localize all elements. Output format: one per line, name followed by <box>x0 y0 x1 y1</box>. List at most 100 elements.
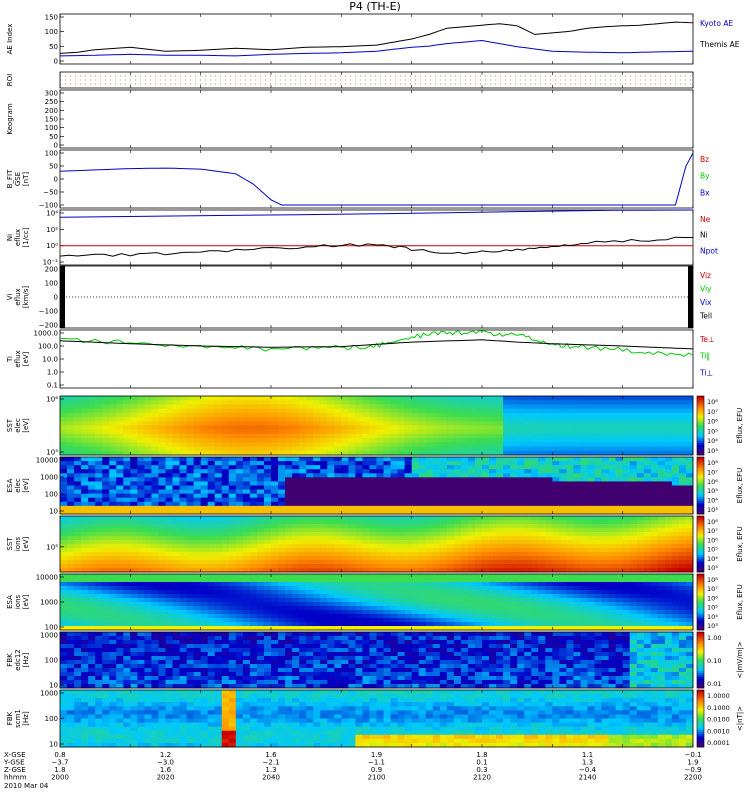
series-line-ti-te <box>59 339 694 350</box>
colorbar-tick-label: 10⁷ <box>707 468 718 476</box>
y-tick-label: 300 <box>45 90 58 98</box>
legend-entry: Kyoto AE <box>700 19 733 28</box>
colorbar-tick-label: 0.01 <box>707 680 721 688</box>
x-tick-label: 0.8 <box>54 751 65 759</box>
colorbar-fbk1 <box>696 631 705 689</box>
y-tick-label: 10⁻² <box>43 259 59 267</box>
colorbar-tick-label: 10⁸ <box>707 576 718 584</box>
colorbar-tick-label: 10³ <box>707 622 718 630</box>
panel-frame-ti <box>59 329 694 389</box>
x-tick-label: 1.6 <box>160 766 172 774</box>
colorbar-label: Eflux, EFU <box>736 408 744 443</box>
x-axis-row-label: X-GSE <box>4 751 26 759</box>
y-tick-label: 10 <box>49 741 58 749</box>
x-tick-label: 2040 <box>262 774 280 782</box>
y-axis-label: AE Index <box>6 24 14 55</box>
colorbar-tick-label: 1.00 <box>707 634 721 642</box>
y-tick-label: 1.0 <box>47 369 58 377</box>
colorbar-tick-label: 10⁸ <box>707 459 718 467</box>
y-tick-label: −100 <box>39 308 58 316</box>
series-line-ni-ni <box>59 236 693 257</box>
x-tick-label: 1.8 <box>476 751 487 759</box>
legend-entry: Bz <box>700 155 709 164</box>
colorbar-tick-label: 10⁸ <box>707 398 718 406</box>
y-tick-label: 150 <box>45 14 58 22</box>
y-axis-label: [eV] <box>22 478 30 493</box>
y-tick-label: 100 <box>45 280 58 288</box>
y-tick-label: 1000 <box>40 474 58 482</box>
y-axis-label: Vi <box>6 294 14 301</box>
y-axis-label: [eV] <box>22 351 30 366</box>
x-tick-label: 2100 <box>368 774 386 782</box>
y-axis-label: scm1 <box>14 709 22 728</box>
colorbar-tick-label: 10⁶ <box>707 594 718 602</box>
y-axis-label: [nT] <box>22 172 30 186</box>
colorbar-tick-label: 0.0001 <box>707 739 730 747</box>
colorbar-tick-label: 10⁵ <box>707 546 718 554</box>
y-axis-label: Ni <box>6 234 14 241</box>
y-tick-label: 0.1 <box>47 382 58 390</box>
y-axis-label: ions <box>14 594 22 609</box>
legend-entry: Viz <box>700 271 711 280</box>
x-tick-label: 1.8 <box>54 766 65 774</box>
y-tick-label: −200 <box>39 322 58 330</box>
y-tick-label: 10⁴ <box>46 210 58 218</box>
legend-entry: Vix <box>700 298 712 307</box>
y-axis-label: elec <box>14 478 22 493</box>
y-tick-label: 1000 <box>40 632 58 640</box>
colorbar-tick-label: 1.0000 <box>707 692 730 700</box>
chart-title: P4 (TH-E) <box>349 0 401 13</box>
y-axis-label: Keogram <box>6 103 14 134</box>
panel-frame-ni <box>59 209 694 266</box>
x-tick-label: 0.3 <box>476 766 487 774</box>
legend-entry: Bx <box>700 188 710 197</box>
x-tick-label: 2140 <box>579 774 597 782</box>
legend-entry: Ni <box>700 231 708 240</box>
x-tick-label: 0.9 <box>371 766 382 774</box>
y-tick-label: 50 <box>49 43 58 51</box>
y-tick-label: 0 <box>54 58 58 66</box>
series-line-bfit-bx <box>59 152 694 206</box>
x-tick-label: 1.3 <box>265 766 276 774</box>
y-tick-label: 100 <box>45 28 58 36</box>
y-tick-label: 100 <box>45 657 58 665</box>
y-axis-label: [km/s] <box>22 286 30 309</box>
panel-frame-ae <box>59 13 694 65</box>
date-label: 2010 Mar 04 <box>4 782 49 790</box>
legend-entry: Ti‖ <box>699 352 710 361</box>
colorbar-tick-label: 0.1000 <box>707 704 730 712</box>
series-line-ae-themisae <box>59 21 694 54</box>
y-tick-label: 0 <box>54 294 58 302</box>
y-axis-label: edc12 <box>14 649 22 671</box>
x-tick-label: 1.6 <box>265 751 277 759</box>
x-axis-row-label: Z-GSE <box>4 766 26 774</box>
y-tick-label: 100 <box>45 124 58 132</box>
y-tick-label: 1000 <box>40 690 58 698</box>
colorbar-esa_e <box>696 456 705 515</box>
y-axis-label: [eV] <box>22 536 30 551</box>
colorbar-tick-label: 10⁴ <box>707 497 718 505</box>
series-line-ae-kyotoae <box>59 39 694 57</box>
x-tick-label: −0.9 <box>685 766 702 774</box>
y-tick-label: 10⁰ <box>46 242 58 250</box>
colorbar-tick-label: 10⁵ <box>707 487 718 495</box>
y-tick-label: 100.0 <box>38 343 58 351</box>
y-axis-label: Ti <box>6 356 14 363</box>
x-tick-label: 2000 <box>51 774 69 782</box>
y-tick-label: 100 <box>45 715 58 723</box>
y-axis-label: [1/cc] <box>22 227 30 247</box>
legend-entry: Ne <box>700 215 711 224</box>
x-tick-label: 1.3 <box>582 759 593 767</box>
x-tick-label: −2.1 <box>263 759 280 767</box>
y-tick-label: 0 <box>54 142 58 150</box>
colorbar-tick-label: 0.0010 <box>707 727 730 735</box>
x-tick-label: 1.9 <box>371 751 382 759</box>
y-axis-label: GSE <box>14 172 22 186</box>
y-axis-label: eflux <box>14 350 22 367</box>
x-tick-label: −1.1 <box>368 759 385 767</box>
y-tick-label: 10000 <box>36 457 58 465</box>
colorbar-tick-label: 10⁶ <box>707 536 718 544</box>
y-tick-label: 10.0 <box>42 356 58 364</box>
y-axis-label: ESA <box>6 595 14 609</box>
colorbar-fbk2 <box>696 689 705 748</box>
